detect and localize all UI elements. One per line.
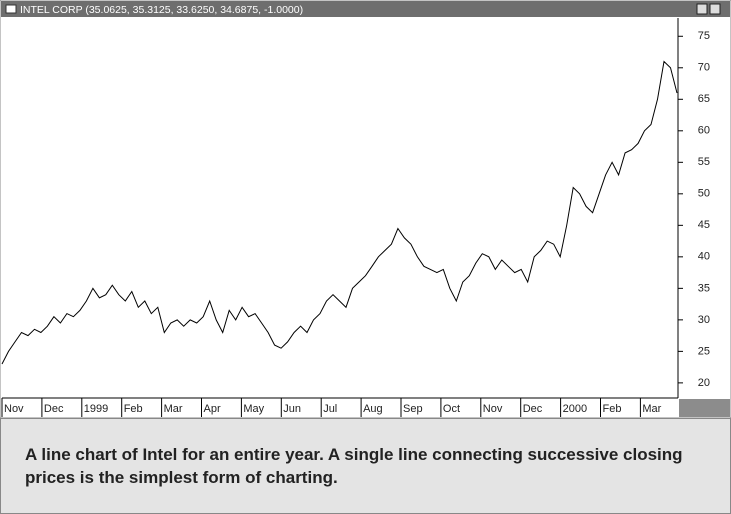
y-tick-label: 40 — [698, 251, 710, 263]
x-tick-label: Jul — [323, 403, 337, 415]
y-tick-label: 65 — [698, 93, 710, 105]
y-tick-label: 70 — [698, 62, 710, 74]
x-tick-label: Feb — [603, 403, 622, 415]
x-tick-label: Oct — [443, 403, 460, 415]
y-tick-label: 55 — [698, 156, 710, 168]
x-tick-label: Dec — [44, 403, 64, 415]
y-tick-label: 25 — [698, 345, 710, 357]
y-tick-label: 30 — [698, 314, 710, 326]
y-tick-label: 60 — [698, 125, 710, 137]
title-bar — [1, 1, 730, 17]
close-button[interactable] — [709, 3, 721, 15]
x-tick-label: Nov — [483, 403, 503, 415]
x-tick-label: Jun — [283, 403, 301, 415]
x-tick-label: Feb — [124, 403, 143, 415]
chart-window: INTEL CORP (35.0625, 35.3125, 33.6250, 3… — [0, 0, 731, 418]
y-tick-label: 75 — [698, 30, 710, 42]
x-tick-label: 1999 — [84, 403, 108, 415]
x-tick-label: Mar — [164, 403, 183, 415]
x-tick-label: Sep — [403, 403, 423, 415]
corner-block — [679, 399, 730, 417]
chart-title: INTEL CORP (35.0625, 35.3125, 33.6250, 3… — [20, 4, 303, 16]
y-tick-label: 50 — [698, 188, 710, 200]
caption-box: A line chart of Intel for an entire year… — [0, 418, 731, 514]
x-tick-label: May — [243, 403, 264, 415]
caption: A line chart of Intel for an entire year… — [25, 445, 683, 487]
restore-button[interactable] — [696, 3, 708, 15]
window-icon — [5, 4, 17, 14]
x-tick-label: Aug — [363, 403, 383, 415]
y-tick-label: 45 — [698, 219, 710, 231]
y-tick-label: 20 — [698, 377, 710, 389]
window-frame — [0, 0, 731, 418]
x-tick-label: Apr — [204, 403, 221, 415]
x-tick-label: Nov — [4, 403, 24, 415]
x-tick-label: Dec — [523, 403, 543, 415]
y-tick-label: 35 — [698, 282, 710, 294]
x-tick-label: 2000 — [563, 403, 587, 415]
price-line — [1, 60, 678, 365]
x-tick-label: Mar — [642, 403, 661, 415]
